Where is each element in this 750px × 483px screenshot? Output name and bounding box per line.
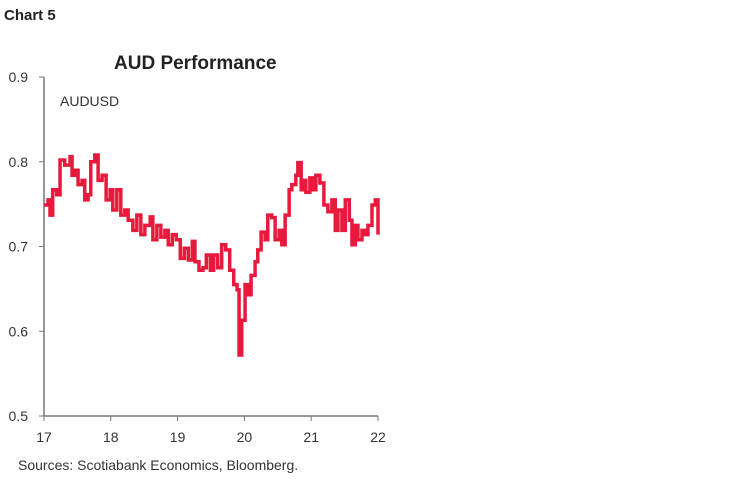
- x-tick-label: 18: [103, 429, 119, 445]
- y-tick-label: 0.6: [9, 323, 29, 339]
- x-tick-label: 22: [370, 429, 386, 445]
- chart-number-label: Chart 5: [4, 7, 56, 24]
- x-tick-label: 17: [36, 429, 52, 445]
- audusd-series-line: [44, 153, 380, 357]
- sources-note: Sources: Scotiabank Economics, Bloomberg…: [18, 457, 299, 473]
- x-tick-label: 21: [303, 429, 319, 445]
- y-tick-label: 0.7: [9, 239, 29, 255]
- y-tick-label: 0.9: [9, 69, 29, 85]
- x-tick-label: 20: [237, 429, 253, 445]
- series-label: AUDUSD: [60, 93, 119, 109]
- y-tick-label: 0.5: [9, 408, 29, 424]
- x-tick-label: 19: [170, 429, 186, 445]
- chart-title: AUD Performance: [114, 53, 277, 74]
- y-tick-label: 0.8: [9, 154, 29, 170]
